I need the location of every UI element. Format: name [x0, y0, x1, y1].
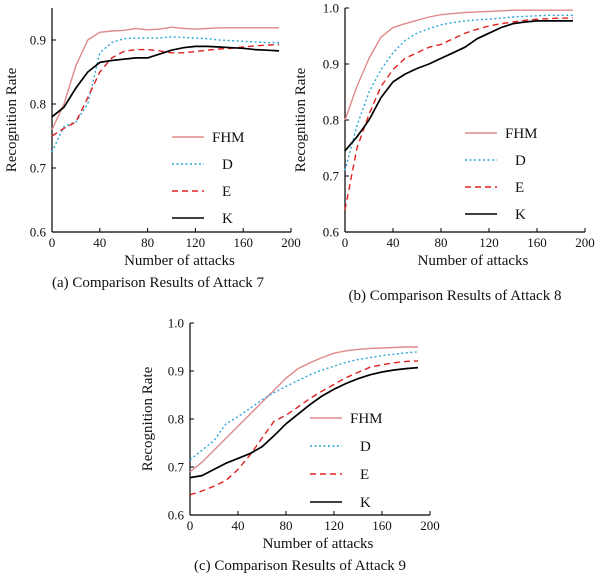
x-tick-label: 200: [281, 235, 301, 250]
x-tick-label: 200: [420, 518, 440, 533]
series-line-fhm: [344, 9, 573, 121]
y-tick-label: 0.6: [168, 508, 185, 523]
y-tick-label: 1.0: [168, 316, 184, 331]
chart-panel-0: 0 40 80 120 160 200 0.6 0.7 0.8 0.9 FHM DEK Number o…: [4, 8, 301, 291]
series-line-k: [344, 20, 573, 152]
y-axis-label: Recognition Rate: [293, 67, 309, 172]
series-line-d: [51, 36, 279, 153]
series-line-fhm: [51, 26, 279, 130]
series-line-k: [189, 366, 419, 479]
x-tick-label: 160: [372, 518, 392, 533]
y-axis-label: Recognition Rate: [140, 366, 156, 471]
legend-label-e: E: [515, 180, 524, 196]
legend-label-k: K: [222, 211, 233, 227]
chart-panel-2: 0 40 80 120 160 200 0.6 0.7 0.8 0.9 1.0 FHM DEK Numbe…: [140, 316, 440, 575]
x-tick-label: 160: [527, 235, 547, 250]
series-line-fhm: [189, 346, 418, 473]
x-tick-label: 120: [324, 518, 344, 533]
series-line-e: [344, 17, 573, 210]
y-tick-label: 0.7: [323, 169, 340, 184]
y-axis-label: Recognition Rate: [4, 67, 20, 172]
x-tick-label: 200: [575, 235, 595, 250]
chart-caption: (b) Comparison Results of Attack 8: [349, 288, 562, 304]
y-tick-label: 0.9: [168, 364, 184, 379]
x-tick-label: 0: [342, 235, 349, 250]
x-tick-label: 40: [387, 235, 400, 250]
y-tick-label: 0.6: [323, 225, 340, 240]
series-line-k: [51, 45, 280, 118]
x-tick-label: 80: [280, 518, 293, 533]
y-tick-label: 0.6: [30, 225, 47, 240]
y-tick-label: 0.9: [323, 57, 339, 72]
chart-caption: (c) Comparison Results of Attack 9: [194, 558, 406, 574]
series-line-d: [189, 351, 419, 461]
series-line-e: [189, 360, 419, 496]
y-tick-label: 1.0: [323, 1, 339, 16]
legend-label-fhm: FHM: [212, 130, 245, 146]
x-axis-label: Number of attacks: [124, 253, 235, 269]
legend-label-d: D: [360, 439, 371, 455]
y-tick-label: 0.7: [30, 161, 47, 176]
x-tick-label: 120: [479, 235, 499, 250]
y-tick-label: 0.8: [30, 97, 46, 112]
x-tick-label: 120: [186, 235, 206, 250]
legend-label-d: D: [515, 153, 526, 169]
y-tick-label: 0.8: [168, 412, 184, 427]
y-tick-label: 0.8: [323, 113, 339, 128]
x-tick-label: 80: [141, 235, 154, 250]
x-tick-label: 40: [232, 518, 245, 533]
chart-caption: (a) Comparison Results of Attack 7: [52, 275, 265, 291]
legend-label-e: E: [222, 184, 231, 200]
x-tick-label: 160: [233, 235, 253, 250]
series-line-e: [51, 43, 280, 137]
x-tick-label: 0: [187, 518, 194, 533]
x-tick-label: 80: [435, 235, 448, 250]
x-axis-label: Number of attacks: [263, 536, 374, 552]
legend-label-d: D: [222, 157, 233, 173]
x-tick-label: 0: [49, 235, 56, 250]
x-tick-label: 40: [93, 235, 106, 250]
y-tick-label: 0.9: [30, 33, 46, 48]
legend-label-fhm: FHM: [350, 411, 383, 427]
legend-label-k: K: [360, 495, 371, 511]
legend-label-k: K: [515, 207, 526, 223]
legend-label-e: E: [360, 467, 369, 483]
x-axis-label: Number of attacks: [418, 253, 529, 269]
series-line-d: [344, 14, 573, 171]
y-tick-label: 0.7: [168, 460, 185, 475]
chart-panel-1: 0 40 80 120 160 200 0.6 0.7 0.8 0.9 1.0 FHM DEK Numbe…: [293, 1, 595, 305]
legend-label-fhm: FHM: [505, 126, 538, 142]
